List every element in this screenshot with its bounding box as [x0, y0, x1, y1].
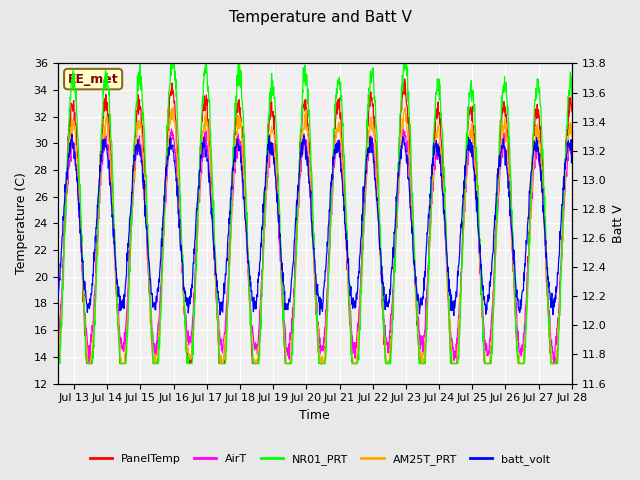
Y-axis label: Batt V: Batt V: [612, 204, 625, 243]
Y-axis label: Temperature (C): Temperature (C): [15, 172, 28, 275]
Text: Temperature and Batt V: Temperature and Batt V: [228, 10, 412, 24]
X-axis label: Time: Time: [300, 409, 330, 422]
Text: EE_met: EE_met: [68, 72, 118, 85]
Legend: PanelTemp, AirT, NR01_PRT, AM25T_PRT, batt_volt: PanelTemp, AirT, NR01_PRT, AM25T_PRT, ba…: [85, 450, 555, 469]
